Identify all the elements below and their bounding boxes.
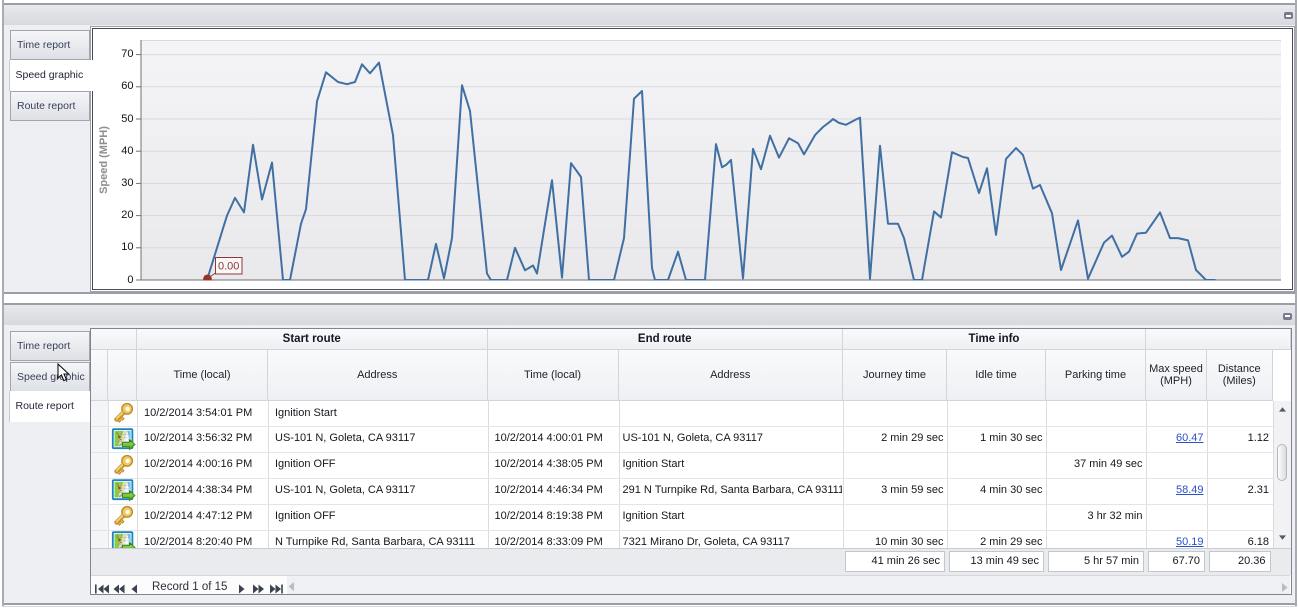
svg-text:0.00: 0.00 bbox=[218, 261, 239, 273]
